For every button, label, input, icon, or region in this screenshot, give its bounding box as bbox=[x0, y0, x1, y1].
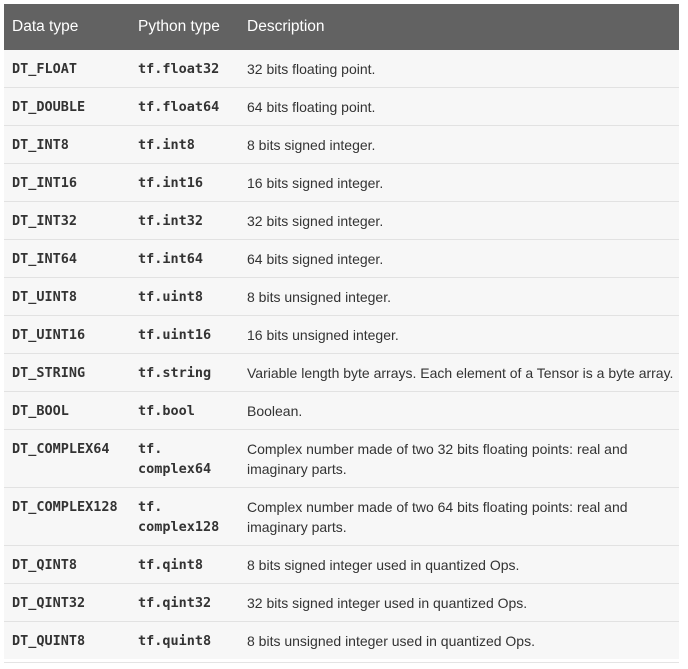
cell-description: Complex number made of two 32 bits float… bbox=[247, 441, 628, 477]
header-data-type: Data type bbox=[12, 18, 79, 35]
cell-python-type: tf.uint16 bbox=[138, 327, 212, 343]
cell-python-type: tf. complex64 bbox=[138, 441, 212, 477]
cell-description: 8 bits signed integer. bbox=[247, 137, 376, 153]
data-types-table-container: Data type Python type Description DT_FLO… bbox=[4, 4, 679, 659]
cell-data-type: DT_COMPLEX64 bbox=[12, 441, 110, 457]
cell-data-type: DT_BOOL bbox=[12, 403, 69, 419]
cell-python-type: tf.qint32 bbox=[138, 595, 212, 611]
cell-description: Variable length byte arrays. Each elemen… bbox=[247, 365, 674, 381]
table-row: DT_INT16 tf.int16 16 bits signed integer. bbox=[4, 163, 679, 202]
table-row: DT_QINT8 tf.qint8 8 bits signed integer us… bbox=[4, 545, 679, 584]
cell-description: 64 bits signed integer. bbox=[247, 251, 384, 267]
cell-data-type: DT_INT32 bbox=[12, 213, 78, 229]
cell-description: 8 bits signed integer used in quantized … bbox=[247, 557, 520, 573]
cell-data-type: DT_UINT8 bbox=[12, 289, 78, 305]
cell-description: Boolean. bbox=[247, 403, 303, 419]
cell-data-type: DT_DOUBLE bbox=[12, 99, 86, 115]
cell-python-type: tf.int32 bbox=[138, 213, 204, 229]
header-row: Data type Python type Description bbox=[4, 4, 679, 50]
cell-python-type: tf.bool bbox=[138, 403, 195, 419]
bottom-divider bbox=[4, 662, 679, 663]
cell-description: 64 bits floating point. bbox=[247, 99, 376, 115]
cell-python-type: tf.quint8 bbox=[138, 633, 212, 649]
table-row: DT_BOOL tf.bool Boolean. bbox=[4, 391, 679, 430]
table-body: DT_FLOAT tf.float32 32 bits floating point… bbox=[4, 50, 679, 659]
table-row: DT_FLOAT tf.float32 32 bits floating point… bbox=[4, 50, 679, 88]
header-python-type: Python type bbox=[138, 18, 220, 35]
cell-python-type: tf.qint8 bbox=[138, 557, 204, 573]
table-row: DT_COMPLEX128 tf. complex128 Complex numbe… bbox=[4, 487, 679, 546]
cell-description: 8 bits unsigned integer used in quantize… bbox=[247, 633, 535, 649]
cell-description: 32 bits floating point. bbox=[247, 61, 376, 77]
cell-python-type: tf.uint8 bbox=[138, 289, 204, 305]
cell-description: 16 bits unsigned integer. bbox=[247, 327, 399, 343]
cell-data-type: DT_INT16 bbox=[12, 175, 78, 191]
cell-python-type: tf.string bbox=[138, 365, 212, 381]
table-row: DT_COMPLEX64 tf. complex64 Complex number … bbox=[4, 429, 679, 488]
table-row: DT_INT64 tf.int64 64 bits signed integer. bbox=[4, 239, 679, 278]
table-row: DT_QUINT8 tf.quint8 8 bits unsigned intege… bbox=[4, 621, 679, 659]
cell-data-type: DT_QUINT8 bbox=[12, 633, 86, 649]
data-types-table: Data type Python type Description DT_FLO… bbox=[4, 4, 679, 659]
cell-python-type: tf.int64 bbox=[138, 251, 204, 267]
table-row: DT_UINT8 tf.uint8 8 bits unsigned integer. bbox=[4, 277, 679, 316]
table-row: DT_UINT16 tf.uint16 16 bits unsigned integ… bbox=[4, 315, 679, 354]
cell-description: 8 bits unsigned integer. bbox=[247, 289, 391, 305]
cell-python-type: tf.float64 bbox=[138, 99, 220, 115]
cell-data-type: DT_STRING bbox=[12, 365, 86, 381]
cell-python-type: tf.int8 bbox=[138, 137, 195, 153]
table-row: DT_INT32 tf.int32 32 bits signed integer. bbox=[4, 201, 679, 240]
cell-data-type: DT_INT8 bbox=[12, 137, 69, 153]
cell-python-type: tf. complex128 bbox=[138, 499, 220, 535]
cell-description: Complex number made of two 64 bits float… bbox=[247, 499, 628, 535]
table-row: DT_STRING tf.string Variable length byte a… bbox=[4, 353, 679, 392]
cell-data-type: DT_QINT32 bbox=[12, 595, 86, 611]
cell-data-type: DT_FLOAT bbox=[12, 61, 78, 77]
header-description: Description bbox=[247, 18, 325, 35]
cell-data-type: DT_COMPLEX128 bbox=[12, 499, 118, 515]
table-row: DT_QINT32 tf.qint32 32 bits signed integer… bbox=[4, 583, 679, 622]
table-row: DT_INT8 tf.int8 8 bits signed integer. bbox=[4, 125, 679, 164]
cell-python-type: tf.float32 bbox=[138, 61, 220, 77]
cell-data-type: DT_QINT8 bbox=[12, 557, 78, 573]
cell-data-type: DT_INT64 bbox=[12, 251, 78, 267]
cell-python-type: tf.int16 bbox=[138, 175, 204, 191]
table-row: DT_DOUBLE tf.float64 64 bits floating poin… bbox=[4, 87, 679, 126]
table-header: Data type Python type Description bbox=[4, 4, 679, 50]
cell-data-type: DT_UINT16 bbox=[12, 327, 86, 343]
cell-description: 32 bits signed integer. bbox=[247, 213, 384, 229]
cell-description: 16 bits signed integer. bbox=[247, 175, 384, 191]
cell-description: 32 bits signed integer used in quantized… bbox=[247, 595, 528, 611]
